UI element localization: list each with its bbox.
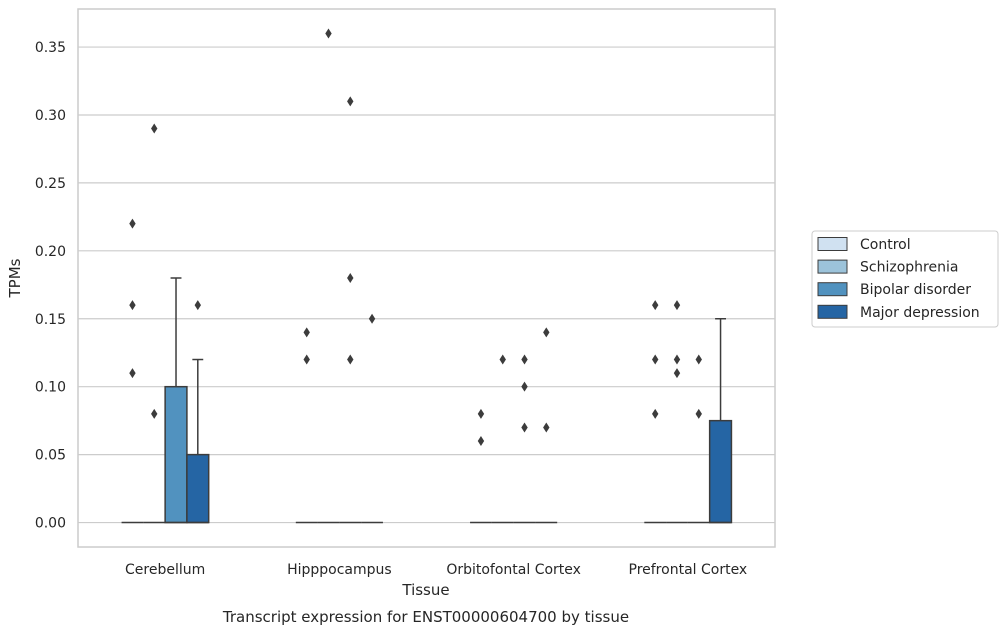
x-axis-label: Tissue xyxy=(401,581,449,599)
outliers xyxy=(129,28,702,447)
box xyxy=(164,385,188,524)
legend-label: Bipolar disorder xyxy=(860,282,971,298)
x-tick-label: Cerebellum xyxy=(125,562,205,578)
outlier-point xyxy=(477,436,485,447)
outlier-point xyxy=(151,123,158,134)
outlier-point xyxy=(543,327,550,338)
outlier-point xyxy=(325,28,332,39)
outlier-point xyxy=(695,408,702,419)
y-tick-label: 0.15 xyxy=(35,312,66,328)
legend-swatch xyxy=(817,259,848,274)
x-axis-ticks: Cerebellum Hipppocampus Orbitofontal Corte… xyxy=(125,562,747,578)
outlier-point xyxy=(347,96,354,107)
outlier-point xyxy=(347,273,354,283)
boxes xyxy=(121,277,733,524)
outlier-point xyxy=(129,300,136,311)
legend-label: Schizophrenia xyxy=(860,260,958,276)
x-tick-label: Hipppocampus xyxy=(287,562,392,578)
chart-title: Transcript expression for ENST0000060470… xyxy=(222,608,629,626)
legend-frame xyxy=(811,230,999,328)
outlier-point xyxy=(129,218,136,229)
outlier-point xyxy=(543,422,550,433)
outlier-point xyxy=(303,354,310,365)
outlier-point xyxy=(151,408,158,419)
outlier-point xyxy=(652,300,659,311)
y-tick-label: 0.05 xyxy=(35,448,66,464)
legend: Control Schizophrenia Bipolar disorder Majo… xyxy=(811,230,999,328)
y-tick-label: 0.30 xyxy=(35,108,66,124)
outlier-point xyxy=(673,368,681,379)
y-tick-label: 0.20 xyxy=(35,244,66,260)
outlier-point xyxy=(521,354,528,365)
outlier-point xyxy=(303,327,310,338)
outlier-point xyxy=(521,381,528,392)
outlier-point xyxy=(695,354,702,365)
outlier-point xyxy=(673,354,681,365)
box xyxy=(186,453,210,524)
outlier-point xyxy=(521,422,528,433)
y-axis-ticks: 0.00 0.05 0.10 0.15 0.20 0.25 0.30 0.35 xyxy=(35,40,66,532)
box xyxy=(708,419,733,524)
legend-label: Control xyxy=(860,237,911,253)
outlier-point xyxy=(368,313,376,324)
x-tick-label: Orbitofontal Cortex xyxy=(446,562,581,578)
x-tick-label: Prefrontal Cortex xyxy=(629,562,748,578)
outlier-point xyxy=(194,300,201,311)
y-tick-label: 0.00 xyxy=(35,516,66,532)
legend-swatch xyxy=(817,237,848,251)
outlier-point xyxy=(129,368,136,379)
outlier-point xyxy=(652,408,659,419)
outlier-point xyxy=(499,354,506,365)
outlier-point xyxy=(347,354,354,365)
outlier-point xyxy=(673,300,681,311)
y-tick-label: 0.25 xyxy=(35,176,66,192)
legend-label: Major depression xyxy=(860,305,980,321)
outlier-point xyxy=(652,354,659,365)
plot-area xyxy=(77,8,776,548)
legend-swatch xyxy=(817,304,848,319)
y-axis-label: TPMs xyxy=(6,258,24,298)
legend-swatch xyxy=(817,282,848,297)
outlier-point xyxy=(477,408,485,419)
y-tick-label: 0.35 xyxy=(35,40,66,56)
y-tick-label: 0.10 xyxy=(35,380,66,396)
